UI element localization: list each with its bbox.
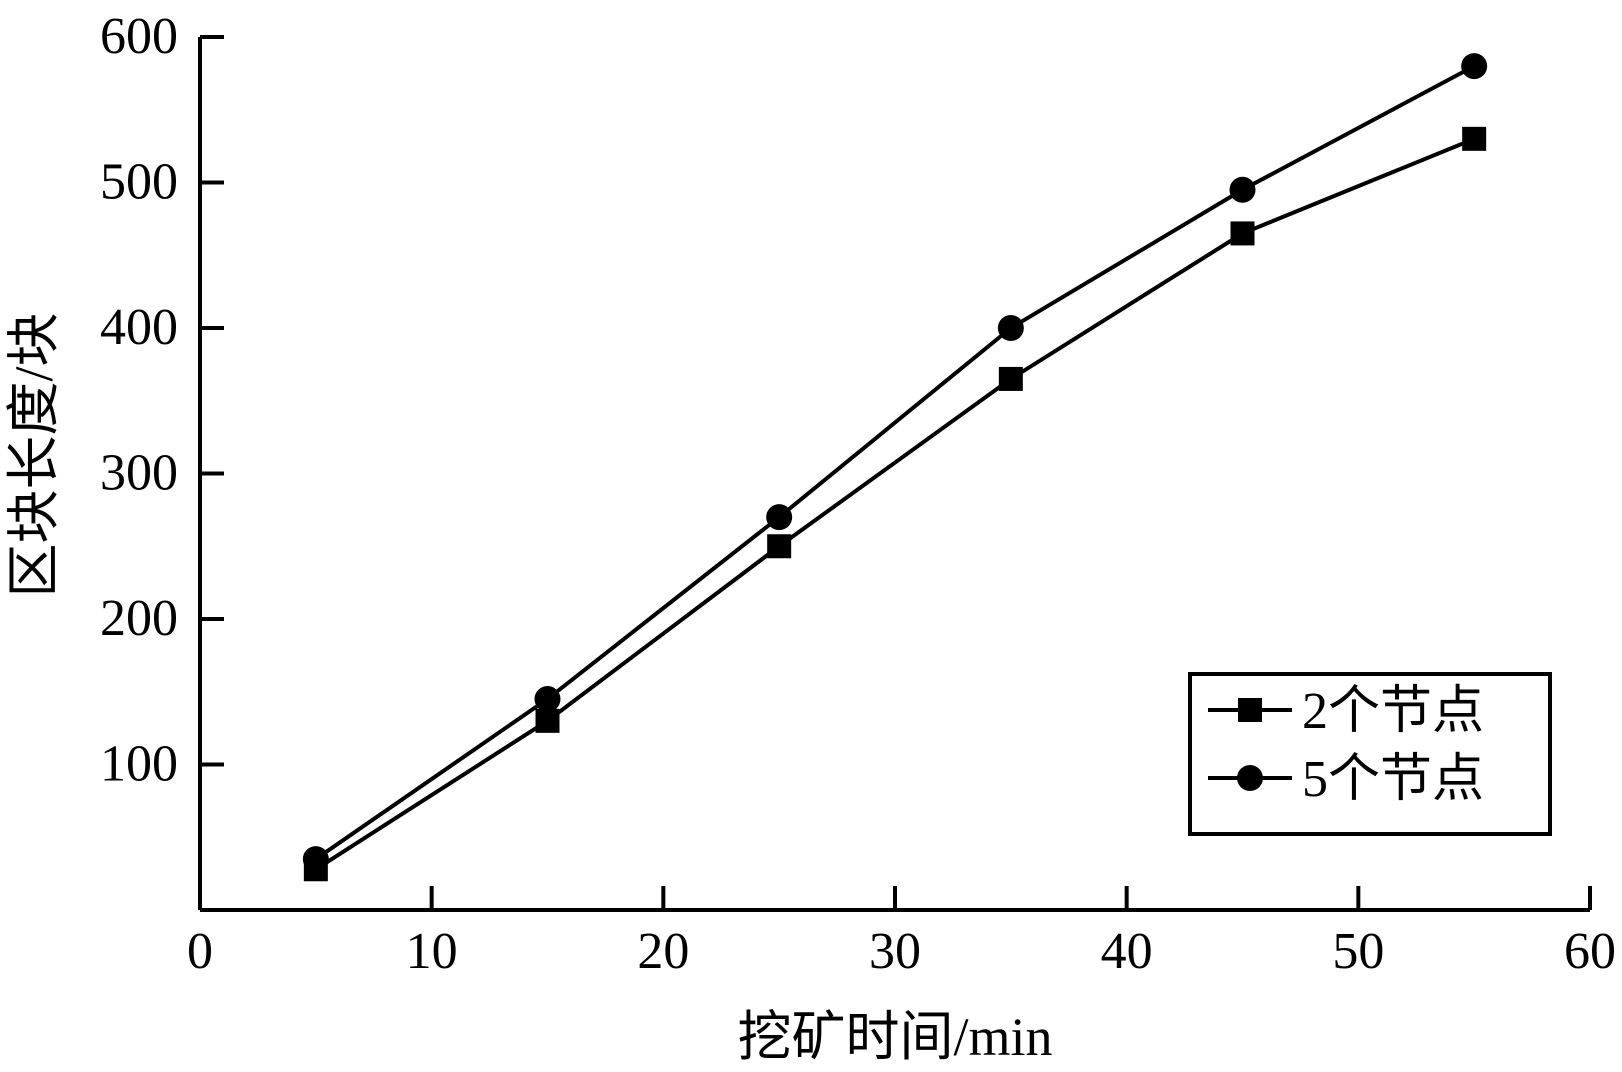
y-axis-label: 区块长度/块 xyxy=(4,312,64,597)
x-tick-label: 20 xyxy=(637,923,689,980)
circle-marker xyxy=(766,504,793,531)
legend-label: 2个节点 xyxy=(1302,683,1484,740)
legend-circle-marker xyxy=(1237,765,1263,791)
y-tick-label: 300 xyxy=(100,445,178,502)
circle-marker xyxy=(302,846,329,873)
legend: 2个节点 5个节点 xyxy=(1188,672,1552,836)
x-tick-label: 0 xyxy=(187,923,213,980)
square-marker xyxy=(535,708,560,733)
y-tick-label: 500 xyxy=(100,154,178,211)
legend-square-marker xyxy=(1238,698,1262,722)
x-ticks: 0 10 20 30 40 50 60 xyxy=(187,886,1616,980)
legend-label: 5个节点 xyxy=(1302,751,1484,808)
y-ticks: 100 200 300 400 500 600 xyxy=(100,8,224,793)
x-tick-label: 10 xyxy=(406,923,458,980)
y-tick-label: 100 xyxy=(100,736,178,793)
circle-marker xyxy=(1461,53,1488,80)
square-marker xyxy=(1230,221,1255,246)
series-line-square xyxy=(314,136,1475,871)
circle-marker xyxy=(1229,176,1256,203)
x-axis-label: 挖矿时间/min xyxy=(737,1007,1052,1067)
legend-box xyxy=(1188,672,1552,836)
y-tick-label: 200 xyxy=(100,590,178,647)
x-tick-label: 60 xyxy=(1564,923,1616,980)
y-tick-label: 400 xyxy=(100,299,178,356)
square-marker xyxy=(998,366,1023,391)
series-line-circle xyxy=(314,64,1476,861)
square-marker xyxy=(767,534,792,559)
x-tick-label: 40 xyxy=(1101,923,1153,980)
x-tick-label: 30 xyxy=(869,923,921,980)
circle-marker xyxy=(534,686,561,713)
y-tick-label: 600 xyxy=(100,8,178,65)
square-marker xyxy=(1462,126,1487,151)
x-tick-label: 50 xyxy=(1332,923,1384,980)
series-group xyxy=(302,53,1488,882)
circle-marker xyxy=(997,315,1024,341)
